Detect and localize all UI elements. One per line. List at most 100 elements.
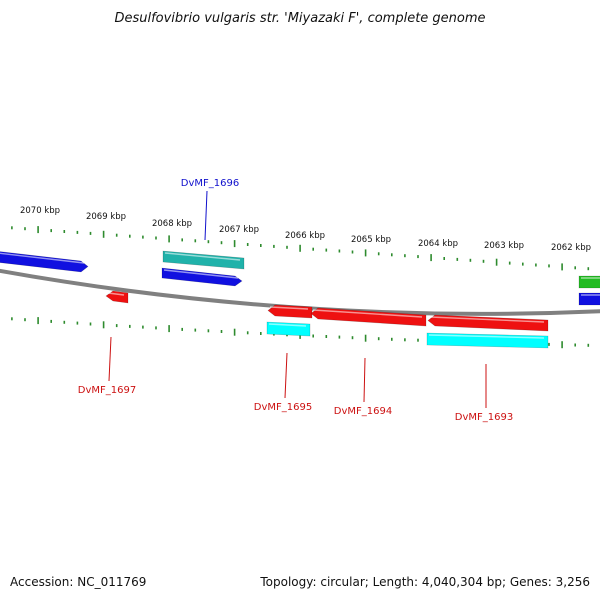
minor-tick	[325, 335, 328, 338]
minor-tick	[246, 243, 249, 246]
minor-tick	[129, 324, 131, 328]
minor-tick	[194, 239, 197, 243]
gene-arrow-red	[267, 304, 313, 319]
major-tick	[168, 325, 170, 333]
minor-tick	[260, 244, 262, 247]
minor-tick	[574, 266, 576, 270]
major-tick	[102, 321, 105, 329]
tick-label: 2068 kbp	[152, 219, 192, 229]
minor-tick	[391, 253, 393, 257]
minor-tick	[377, 337, 380, 341]
minor-tick	[522, 262, 524, 266]
minor-tick	[50, 319, 52, 323]
gene-box-cyan	[426, 332, 549, 349]
accession-text: Accession: NC_011769	[10, 575, 146, 589]
minor-tick	[391, 337, 393, 341]
minor-tick	[246, 331, 249, 335]
map-title: Desulfovibrio vulgaris str. 'Miyazaki F'…	[114, 11, 485, 26]
minor-tick	[207, 329, 210, 333]
gene-label: DvMF_1697	[78, 385, 136, 396]
minor-tick	[404, 338, 406, 342]
minor-tick	[155, 326, 157, 330]
gene-arrow-blue	[161, 267, 243, 287]
minor-tick	[142, 235, 144, 239]
gene-box-teal	[162, 250, 245, 270]
minor-tick	[181, 327, 183, 331]
gene-labels: DvMF_1696 DvMF_1697 DvMF_1695 DvMF_1694 DvMF…	[78, 178, 513, 423]
minor-tick	[351, 336, 354, 340]
major-tick	[37, 226, 39, 234]
gene-label: DvMF_1695	[254, 402, 312, 413]
tick-label: 2064 kbp	[418, 239, 458, 249]
minor-tick	[273, 244, 275, 248]
minor-tick	[76, 321, 79, 325]
gene-arrow-blue	[0, 251, 89, 273]
minor-tick	[194, 328, 197, 332]
gene-box-green	[578, 275, 600, 289]
minor-tick	[377, 252, 380, 256]
minor-tick	[286, 245, 288, 249]
minor-tick	[63, 230, 66, 233]
gene-arrow-red	[310, 307, 427, 327]
tick-label: 2066 kbp	[285, 231, 325, 241]
tick-label: 2063 kbp	[484, 241, 524, 251]
minor-tick	[142, 325, 144, 329]
minor-tick	[404, 254, 406, 258]
major-tick	[233, 328, 236, 336]
minor-tick	[63, 320, 66, 324]
minor-tick	[220, 241, 223, 245]
minor-tick	[129, 234, 131, 238]
minor-tick	[338, 249, 341, 253]
gene-label: DvMF_1696	[181, 178, 239, 189]
minor-tick	[11, 317, 13, 321]
minor-tick	[587, 343, 590, 347]
tick-label: 2065 kbp	[351, 235, 391, 245]
minor-tick	[312, 247, 314, 251]
minor-tick	[469, 258, 472, 262]
leader-line	[363, 357, 366, 403]
gene-label: DvMF_1693	[455, 412, 513, 423]
minor-tick	[535, 263, 537, 267]
minor-tick	[24, 318, 26, 322]
major-tick	[37, 317, 39, 325]
major-tick	[430, 254, 432, 262]
minor-tick	[508, 261, 511, 265]
tick-labels: 2070 kbp 2069 kbp 2068 kbp 2067 kbp 2066 kbp…	[20, 206, 591, 253]
minor-tick	[548, 264, 550, 268]
genome-summary-text: Topology: circular; Length: 4,040,304 bp…	[259, 575, 590, 589]
major-tick	[561, 263, 563, 271]
major-tick	[168, 235, 170, 243]
minor-tick	[325, 248, 328, 252]
major-tick	[495, 258, 498, 266]
major-tick	[364, 334, 367, 342]
minor-tick	[482, 259, 485, 263]
minor-tick	[76, 230, 79, 234]
major-tick	[364, 249, 367, 257]
minor-tick	[115, 233, 118, 237]
minor-tick	[89, 231, 92, 235]
major-tick	[561, 341, 563, 349]
major-tick	[299, 244, 301, 252]
major-tick	[102, 230, 105, 238]
minor-tick	[443, 257, 445, 260]
gene-features	[0, 250, 600, 349]
tick-label: 2067 kbp	[219, 225, 259, 235]
minor-tick	[417, 338, 419, 342]
gene-arrow-red	[427, 314, 549, 332]
gene-box-blue	[578, 292, 600, 306]
minor-tick	[89, 322, 92, 326]
tick-label: 2062 kbp	[551, 243, 591, 253]
leader-line	[204, 190, 208, 241]
minor-tick	[207, 240, 210, 244]
minor-tick	[587, 267, 590, 271]
minor-tick	[220, 330, 223, 333]
minor-tick	[312, 334, 314, 338]
minor-tick	[181, 238, 183, 242]
tick-label: 2070 kbp	[20, 206, 60, 216]
minor-tick	[24, 227, 26, 231]
outer-tick-ring	[11, 226, 590, 271]
leader-line	[284, 352, 288, 399]
gene-label: DvMF_1694	[334, 406, 392, 417]
minor-tick	[338, 335, 341, 339]
